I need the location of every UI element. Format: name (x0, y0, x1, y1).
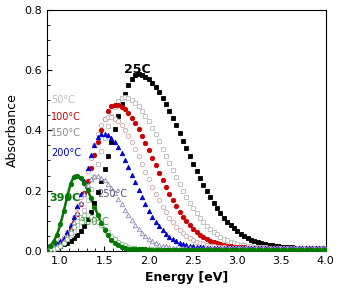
Y-axis label: Absorbance: Absorbance (5, 93, 19, 167)
X-axis label: Energy [eV]: Energy [eV] (144, 271, 228, 284)
Text: 100°C: 100°C (51, 112, 81, 122)
Text: 300°C: 300°C (80, 217, 109, 227)
Text: 25C: 25C (124, 64, 150, 77)
Text: 200°C: 200°C (51, 148, 81, 158)
Text: 250°C: 250°C (97, 189, 127, 199)
Text: 150°C: 150°C (51, 128, 81, 138)
Text: 390C: 390C (49, 193, 81, 203)
Text: 50°C: 50°C (51, 95, 75, 105)
